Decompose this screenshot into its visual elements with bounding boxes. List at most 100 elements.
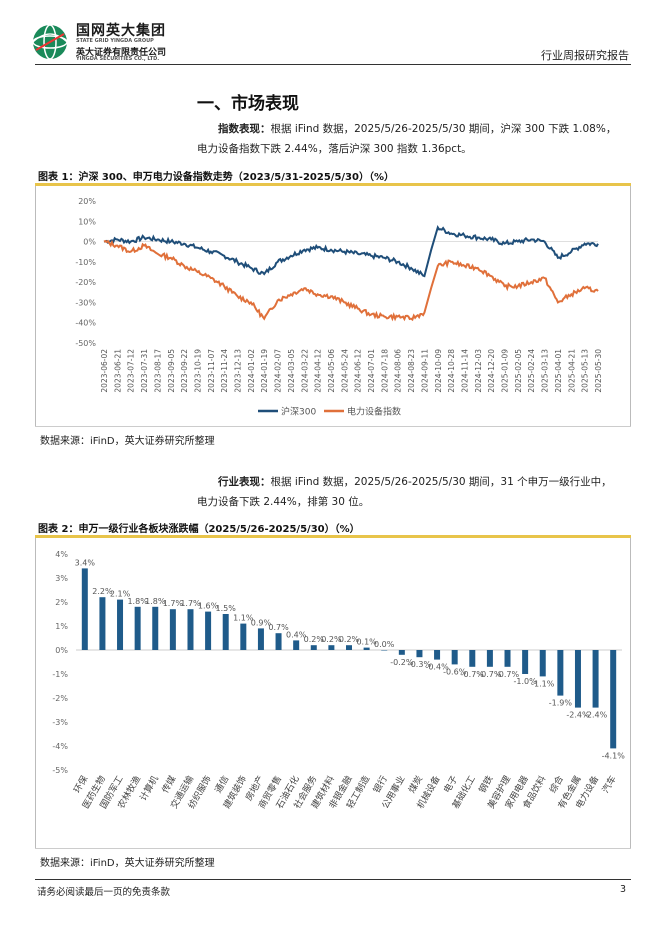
y-tick-label: 0% [83, 238, 96, 247]
y-tick-label: 2% [55, 598, 68, 607]
bar [504, 650, 511, 667]
x-tick-label: 2024-08-23 [407, 349, 416, 393]
bar [205, 611, 212, 650]
bar [328, 645, 335, 650]
y-tick-label: -1% [52, 670, 68, 679]
y-tick-label: -30% [75, 298, 96, 307]
industry-bar-chart: 4%3%2%1%0%-1%-2%-3%-4%-5%3.4%环保2.2%医药生物2… [52, 550, 625, 811]
bar [99, 597, 106, 650]
y-tick-label: 10% [78, 217, 96, 226]
figure1-left-border [35, 186, 36, 426]
index-paragraph: 指数表现：根据 iFind 数据，2025/5/26-2025/5/30 期间，… [218, 119, 638, 139]
industry-paragraph: 行业表现：根据 iFind 数据，2025/5/26-2025/5/30 期间，… [218, 472, 638, 492]
bar [81, 568, 88, 650]
bar-value-label: 0.2% [304, 635, 325, 644]
x-tick-label: 2024-10-09 [434, 349, 443, 393]
figure1-source: 数据来源：iFinD，英大证券研究所整理 [40, 436, 215, 447]
bar-value-label: 1.6% [198, 602, 219, 611]
y-tick-label: -2% [52, 694, 68, 703]
bar-value-label: 1.8% [127, 597, 148, 606]
x-tick-label: 2024-12-20 [487, 349, 496, 393]
bar [310, 645, 317, 650]
bar [469, 650, 476, 667]
x-tick-label: 2025-04-01 [554, 349, 563, 393]
bar-value-label: 0.9% [251, 618, 272, 627]
bar-value-label: 0.7% [268, 623, 289, 632]
x-tick-label: 通信 [212, 774, 231, 796]
bar [134, 606, 141, 650]
bar-value-label: -2.4% [584, 711, 608, 720]
bar [574, 650, 581, 708]
y-tick-label: 0% [55, 646, 68, 655]
legend-power-label: 电力设备指数 [347, 406, 401, 418]
x-tick-label: 2024-08-06 [394, 349, 403, 393]
footer-divider [35, 879, 631, 880]
figure1-top-rule [35, 183, 631, 186]
header-divider [35, 64, 631, 65]
x-tick-label: 2024-12-03 [474, 349, 483, 393]
x-tick-label: 2023-11-07 [207, 349, 216, 393]
bar [557, 650, 564, 696]
bar-value-label: 0.1% [356, 638, 377, 647]
bar-value-label: 1.7% [163, 599, 184, 608]
bar-value-label: 1.8% [145, 597, 166, 606]
bar [416, 650, 423, 658]
y-tick-label: -20% [75, 278, 96, 287]
logo-en: STATE GRID YINGDA GROUP [76, 38, 154, 44]
x-tick-label: 2025-05-30 [594, 349, 603, 393]
index-para-label: 指数表现： [218, 123, 271, 135]
bar-value-label: -0.7% [478, 670, 502, 679]
x-tick-label: 2025-02-24 [527, 349, 536, 393]
bar-value-label: -1.0% [514, 677, 538, 686]
report-type: 行业周报研究报告 [541, 49, 629, 62]
bar [592, 650, 599, 708]
bar-value-label: -1.1% [531, 679, 555, 688]
x-tick-label: 银行 [370, 774, 389, 796]
y-tick-label: 20% [78, 197, 96, 206]
figure2-left-border [35, 538, 36, 848]
bar [539, 650, 546, 677]
bar-value-label: 0.4% [286, 630, 307, 639]
x-tick-label: 综合 [547, 774, 566, 796]
x-tick-label: 2023-06-21 [113, 349, 122, 393]
bar-value-label: -1.9% [549, 699, 573, 708]
bar [293, 640, 300, 650]
x-tick-label: 2024-03-05 [287, 349, 296, 393]
hs300-line [103, 225, 599, 278]
company-cn: 英大证券有限责任公司 [76, 48, 167, 58]
x-tick-label: 2025-05-13 [581, 349, 590, 393]
bar-value-label: 0.2% [339, 635, 360, 644]
x-tick-label: 2024-03-22 [300, 349, 309, 393]
x-tick-label: 2023-11-24 [220, 349, 229, 393]
industry-para-line2: 电力设备下跌 2.44%，排第 30 位。 [197, 496, 370, 508]
figure2-right-border [630, 538, 631, 848]
bar [610, 650, 617, 749]
x-tick-label: 传媒 [159, 774, 178, 796]
bar-value-label: -0.7% [461, 670, 485, 679]
bar [522, 650, 529, 674]
bar [486, 650, 493, 667]
x-tick-label: 2023-06-02 [100, 349, 109, 393]
x-tick-label: 2024-01-19 [260, 349, 269, 393]
industry-para-label: 行业表现： [218, 476, 271, 488]
bar-value-label: 0.2% [321, 635, 342, 644]
y-tick-label: 1% [55, 622, 68, 631]
bar-value-label: 1.1% [233, 614, 254, 623]
figure2-source: 数据来源：iFinD，英大证券研究所整理 [40, 858, 215, 869]
index-trend-chart: 20% 10% 0% -10% -20% -30% -40% -50% 2023-06-02 20… [75, 197, 603, 418]
x-tick-label: 煤炭 [406, 774, 425, 796]
x-tick-label: 2024-05-06 [327, 349, 336, 393]
bar [257, 628, 264, 650]
x-tick-label: 2024-07-01 [367, 349, 376, 393]
bar-value-label: -0.7% [496, 670, 520, 679]
y-tick-label: -5% [52, 766, 68, 775]
x-tick-label: 2025-04-21 [567, 349, 576, 393]
y-tick-label: 4% [55, 550, 68, 559]
figure2-bottom-rule [35, 848, 631, 849]
x-tick-label: 2023-07-31 [140, 349, 149, 393]
bar [381, 650, 388, 651]
index-para-line2: 电力设备指数下跌 2.44%，落后沪深 300 指数 1.36pct。 [197, 143, 472, 155]
bar [222, 614, 229, 650]
figure2-top-rule [35, 535, 631, 538]
x-tick-label: 2023-12-13 [234, 349, 243, 393]
